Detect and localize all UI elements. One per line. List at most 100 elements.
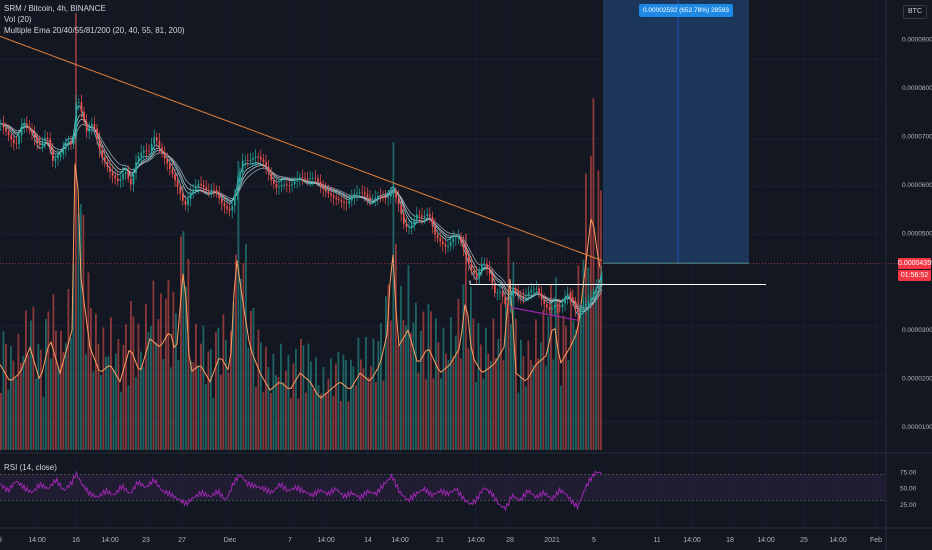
volume-bar <box>485 327 487 450</box>
candle-body <box>26 123 28 127</box>
candle-body <box>512 288 514 297</box>
time-tick-label: 14:00 <box>467 537 485 544</box>
volume-bar <box>410 332 412 450</box>
candle-body <box>501 291 504 297</box>
candle-body <box>473 270 475 274</box>
volume-bar <box>232 302 235 450</box>
volume-bar <box>525 386 527 450</box>
candle-body <box>254 156 257 158</box>
candle-body <box>304 177 306 179</box>
candle-body <box>130 178 132 185</box>
candle-body <box>301 177 304 178</box>
candle-body <box>244 160 247 162</box>
volume-bar <box>272 354 275 450</box>
candle-body <box>317 178 319 182</box>
candle-body <box>444 244 447 247</box>
candle-body <box>163 153 166 159</box>
volume-bar <box>152 280 155 450</box>
candle-body <box>80 102 83 112</box>
rsi-indicator-label[interactable]: RSI (14, close) <box>4 463 57 472</box>
volume-bar <box>187 259 190 450</box>
volume-indicator-label[interactable]: Vol (20) <box>4 15 32 24</box>
volume-bar <box>435 318 437 450</box>
candle-body <box>322 185 325 190</box>
volume-bar <box>495 358 497 450</box>
volume-bar <box>197 365 200 450</box>
volume-bar <box>207 351 210 450</box>
currency-button[interactable]: BTC <box>903 5 927 19</box>
candle-body <box>195 186 197 190</box>
candle-body <box>494 283 496 293</box>
candle-body <box>455 237 457 239</box>
volume-bar <box>420 330 422 450</box>
candle-body <box>85 121 88 132</box>
volume-bar <box>15 378 17 450</box>
time-tick-label: 14:00 <box>101 537 119 544</box>
drawings[interactable] <box>0 262 898 321</box>
candle-body <box>525 295 527 297</box>
candle-body <box>377 195 379 198</box>
candle-body <box>423 216 426 217</box>
volume-bar <box>467 348 470 450</box>
candle-body <box>447 246 449 247</box>
candle-body <box>44 137 46 142</box>
candle-body <box>236 182 239 195</box>
volume-bar <box>515 318 517 450</box>
volume-bar <box>365 336 367 450</box>
volume-bar <box>377 340 380 450</box>
time-tick-label: 2021 <box>544 537 560 544</box>
volume-bar <box>37 344 40 450</box>
candle-body <box>291 184 293 186</box>
volume-bar <box>87 272 90 450</box>
candle-body <box>397 197 400 205</box>
volume-bar <box>382 380 385 450</box>
time-tick-label: 27 <box>178 537 186 544</box>
volume-bar <box>535 319 537 450</box>
volume-bar <box>225 339 227 450</box>
candle-body <box>182 193 184 201</box>
candle-body <box>579 308 582 313</box>
volume-bar <box>22 355 25 450</box>
volume-bar <box>72 264 75 450</box>
volume-bar <box>325 392 327 450</box>
volume-bar <box>422 311 425 450</box>
measure-box[interactable] <box>603 0 749 264</box>
candle-body <box>299 177 301 179</box>
candle-body <box>327 191 330 194</box>
measure-rect <box>603 0 749 264</box>
candle-body <box>356 192 358 194</box>
volume-bar <box>362 368 365 450</box>
volume-bar <box>352 366 355 450</box>
candle-body <box>267 166 270 174</box>
price-tick-label: 0.00001000 <box>902 424 932 431</box>
symbol-label[interactable]: SRM / Bitcoin, 4h, BINANCE <box>4 4 106 13</box>
ema-indicator-label[interactable]: Multiple Ema 20/40/55/81/200 (20, 40, 55… <box>4 26 185 35</box>
volume-bar <box>122 344 125 450</box>
candle-body <box>379 195 382 197</box>
candle-body <box>366 194 369 198</box>
volume-bar <box>307 343 310 450</box>
candle-body <box>533 289 535 291</box>
volume-bar <box>462 284 465 450</box>
candle-body <box>200 183 202 186</box>
candle-body <box>15 143 18 145</box>
candle-body <box>548 307 551 310</box>
candle-body <box>465 249 468 257</box>
volume-bar <box>477 322 480 450</box>
volume-bar <box>532 364 535 450</box>
volume-bar <box>517 392 520 450</box>
volume-bar <box>277 377 280 450</box>
candle-body <box>67 142 70 144</box>
volume-bar <box>507 237 510 450</box>
candle-body <box>62 149 65 154</box>
candle-body <box>57 156 59 159</box>
volume-bar <box>380 323 382 450</box>
candle-body <box>538 288 540 294</box>
candle-body <box>169 163 171 169</box>
candle-body <box>358 192 361 194</box>
volume-bar <box>227 372 230 450</box>
volume-bar <box>567 360 570 450</box>
volume-bar <box>547 316 550 450</box>
candle-body <box>249 159 252 161</box>
